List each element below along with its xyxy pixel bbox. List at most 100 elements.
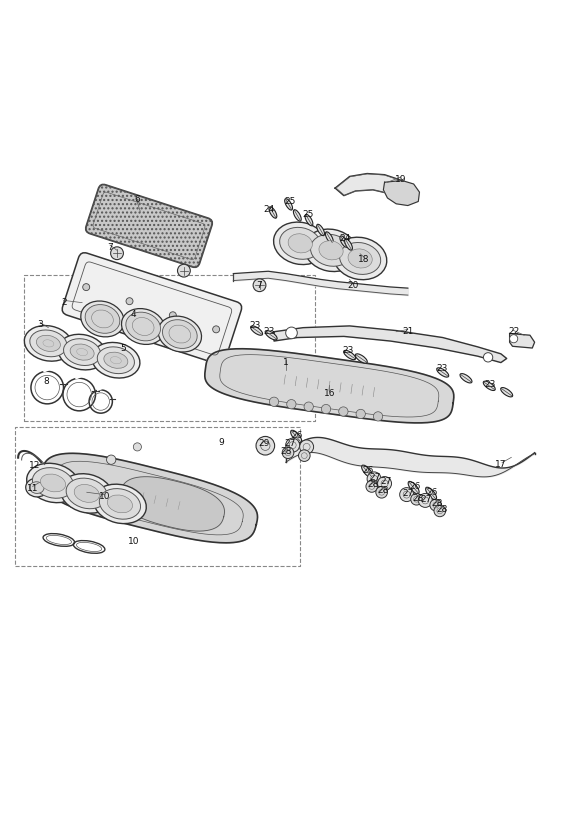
- Circle shape: [418, 494, 432, 508]
- Ellipse shape: [158, 316, 202, 352]
- Circle shape: [483, 353, 493, 362]
- Text: 7: 7: [257, 281, 262, 290]
- Circle shape: [366, 480, 378, 492]
- Ellipse shape: [273, 222, 327, 265]
- Circle shape: [282, 447, 294, 458]
- Text: 16: 16: [324, 389, 335, 398]
- Ellipse shape: [33, 468, 73, 499]
- Text: 26: 26: [363, 466, 374, 475]
- Text: 3: 3: [37, 321, 43, 330]
- Text: 27: 27: [370, 473, 381, 482]
- Text: 24: 24: [339, 234, 350, 243]
- Text: 29: 29: [258, 439, 269, 448]
- Polygon shape: [205, 349, 454, 423]
- Text: 7: 7: [107, 243, 113, 252]
- Circle shape: [298, 450, 310, 461]
- Polygon shape: [274, 326, 507, 363]
- Ellipse shape: [348, 249, 372, 268]
- Ellipse shape: [285, 199, 293, 210]
- Ellipse shape: [97, 347, 135, 373]
- Text: 23: 23: [250, 321, 261, 330]
- Ellipse shape: [483, 382, 495, 391]
- Text: 19: 19: [395, 175, 406, 184]
- Ellipse shape: [30, 482, 44, 494]
- Circle shape: [126, 297, 133, 305]
- Circle shape: [256, 437, 275, 455]
- Text: 26: 26: [409, 482, 420, 491]
- Text: 28: 28: [436, 505, 447, 514]
- Ellipse shape: [311, 234, 352, 266]
- Ellipse shape: [355, 353, 367, 363]
- Text: 27: 27: [285, 439, 296, 448]
- Ellipse shape: [104, 352, 128, 368]
- Ellipse shape: [460, 373, 472, 383]
- Text: 26: 26: [427, 488, 438, 497]
- Ellipse shape: [265, 330, 277, 340]
- Ellipse shape: [426, 487, 437, 499]
- Text: 24: 24: [264, 205, 275, 214]
- Text: 26: 26: [292, 431, 303, 440]
- Text: 18: 18: [359, 255, 370, 265]
- Ellipse shape: [93, 485, 146, 523]
- Circle shape: [356, 410, 366, 419]
- Circle shape: [367, 472, 381, 486]
- Text: 10: 10: [99, 492, 110, 501]
- Circle shape: [169, 311, 176, 319]
- Ellipse shape: [437, 368, 449, 377]
- Circle shape: [213, 325, 220, 333]
- Ellipse shape: [64, 339, 101, 366]
- Text: 20: 20: [347, 281, 359, 290]
- Text: 27: 27: [380, 477, 391, 486]
- Ellipse shape: [333, 237, 387, 279]
- Text: 5: 5: [120, 344, 126, 353]
- FancyBboxPatch shape: [86, 185, 212, 267]
- Ellipse shape: [251, 326, 262, 335]
- Ellipse shape: [24, 325, 72, 361]
- Text: 23: 23: [484, 380, 496, 389]
- Text: 6: 6: [135, 195, 141, 204]
- Text: 2: 2: [62, 298, 68, 307]
- Text: 8: 8: [43, 377, 49, 386]
- Ellipse shape: [27, 463, 79, 503]
- Ellipse shape: [345, 239, 352, 250]
- Ellipse shape: [81, 301, 124, 337]
- Ellipse shape: [70, 344, 94, 360]
- Circle shape: [300, 440, 314, 454]
- Text: 23: 23: [343, 346, 354, 355]
- Text: 27: 27: [421, 494, 432, 503]
- Ellipse shape: [304, 229, 358, 272]
- Text: 17: 17: [495, 460, 507, 469]
- Circle shape: [376, 486, 388, 498]
- Circle shape: [83, 283, 90, 291]
- Circle shape: [378, 476, 392, 490]
- Text: 27: 27: [402, 489, 413, 498]
- Circle shape: [339, 407, 348, 416]
- Ellipse shape: [408, 481, 419, 494]
- Text: 28: 28: [280, 447, 292, 456]
- Circle shape: [434, 505, 445, 517]
- Circle shape: [286, 327, 297, 339]
- Text: 28: 28: [413, 494, 424, 503]
- Circle shape: [269, 397, 279, 406]
- Polygon shape: [384, 180, 419, 205]
- Circle shape: [430, 499, 441, 511]
- Ellipse shape: [30, 330, 67, 357]
- Ellipse shape: [74, 485, 99, 503]
- Ellipse shape: [293, 210, 301, 221]
- Ellipse shape: [361, 465, 373, 478]
- Circle shape: [177, 265, 190, 277]
- Text: 10: 10: [128, 536, 139, 545]
- Text: 25: 25: [285, 197, 296, 206]
- Polygon shape: [120, 477, 224, 531]
- Ellipse shape: [280, 227, 321, 260]
- Text: 12: 12: [29, 461, 40, 470]
- Ellipse shape: [66, 478, 107, 508]
- Circle shape: [400, 488, 413, 502]
- Polygon shape: [510, 334, 535, 348]
- Ellipse shape: [126, 312, 160, 341]
- Ellipse shape: [325, 232, 333, 243]
- Ellipse shape: [305, 214, 313, 226]
- Ellipse shape: [163, 320, 197, 349]
- Ellipse shape: [85, 305, 120, 333]
- Ellipse shape: [26, 478, 48, 497]
